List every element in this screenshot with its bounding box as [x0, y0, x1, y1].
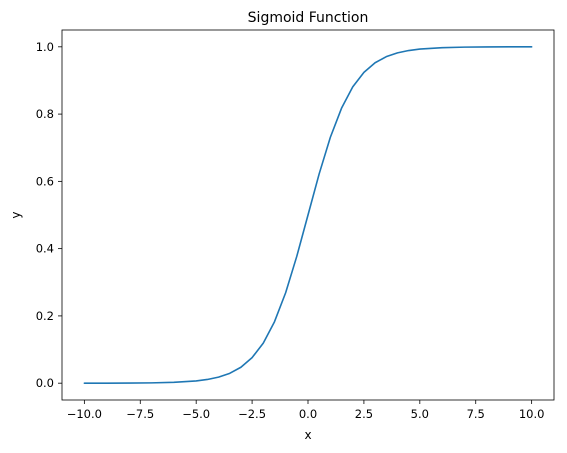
y-tick-label: 0.2: [36, 309, 54, 323]
x-axis-label: x: [304, 428, 311, 442]
x-tick-label: −10.0: [67, 407, 102, 421]
plot-area: −10.0 −7.5 −5.0 −2.5 0.0 2.5 5.0 7.5 10.0 0.0 0.2 0…: [36, 29, 555, 421]
x-tick-label: −2.5: [238, 407, 266, 421]
x-tick-label: −7.5: [126, 407, 154, 421]
chart-title: Sigmoid Function: [248, 10, 369, 26]
y-tick-label: 0.8: [36, 107, 54, 121]
x-tick-label: 10.0: [519, 407, 545, 421]
x-tick-label: 7.5: [467, 407, 485, 421]
y-tick-label: 1.0: [36, 40, 54, 54]
y-tick-label: 0.0: [36, 376, 54, 390]
y-axis-label: y: [9, 211, 23, 218]
y-tick-label: 0.6: [36, 174, 54, 188]
x-tick-label: 2.5: [355, 407, 373, 421]
x-tick-label: −5.0: [182, 407, 210, 421]
x-tick-label: 0.0: [299, 407, 317, 421]
series-line-0: [83, 46, 533, 384]
y-tick-label: 0.4: [36, 242, 54, 256]
x-tick-label: 5.0: [411, 407, 429, 421]
